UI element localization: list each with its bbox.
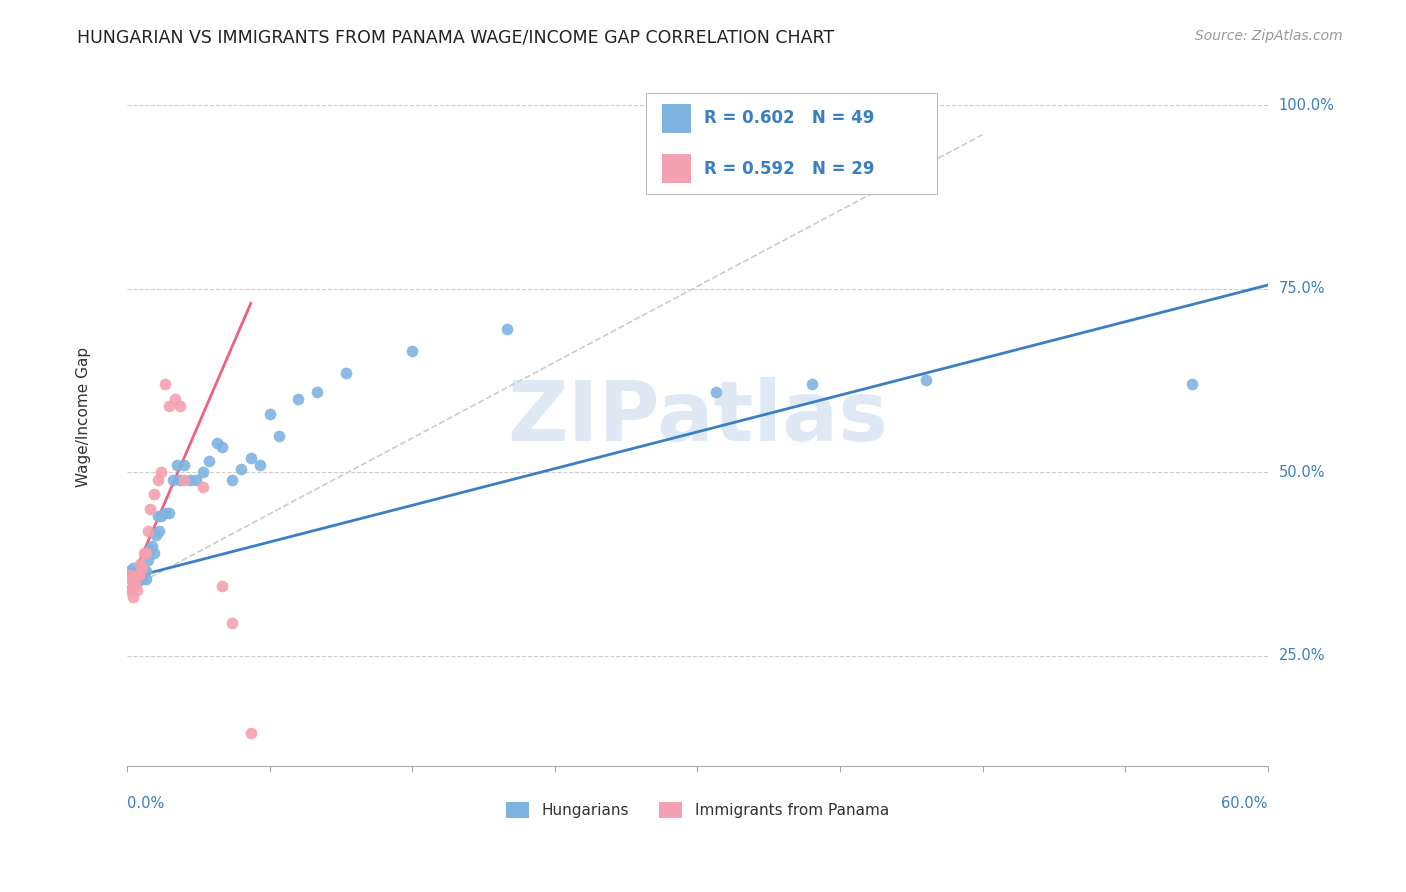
Point bbox=[221, 615, 243, 630]
Point bbox=[211, 440, 233, 454]
Point bbox=[136, 553, 159, 567]
Point bbox=[139, 542, 162, 557]
Text: ZIPatlas: ZIPatlas bbox=[508, 376, 889, 458]
Point bbox=[122, 568, 145, 582]
Point bbox=[401, 344, 423, 359]
Point bbox=[128, 568, 150, 582]
Point bbox=[184, 473, 207, 487]
Point bbox=[169, 473, 191, 487]
Point bbox=[706, 384, 728, 399]
Point bbox=[239, 450, 262, 465]
Point bbox=[173, 458, 195, 472]
Point bbox=[129, 560, 152, 574]
Point bbox=[193, 465, 215, 479]
Text: HUNGARIAN VS IMMIGRANTS FROM PANAMA WAGE/INCOME GAP CORRELATION CHART: HUNGARIAN VS IMMIGRANTS FROM PANAMA WAGE… bbox=[77, 29, 834, 46]
Point bbox=[157, 399, 180, 413]
Text: 75.0%: 75.0% bbox=[1279, 281, 1326, 296]
Bar bbox=[662, 103, 690, 133]
Point bbox=[134, 565, 156, 579]
Point bbox=[141, 539, 163, 553]
Point bbox=[125, 575, 148, 590]
Bar bbox=[662, 154, 690, 184]
Legend: Hungarians, Immigrants from Panama: Hungarians, Immigrants from Panama bbox=[501, 797, 894, 824]
Point bbox=[129, 557, 152, 571]
Point bbox=[496, 322, 519, 336]
Point bbox=[335, 366, 357, 380]
FancyBboxPatch shape bbox=[647, 93, 936, 194]
Point bbox=[198, 454, 221, 468]
Point bbox=[131, 560, 153, 574]
Point bbox=[120, 572, 142, 586]
Point bbox=[124, 575, 146, 590]
Point bbox=[120, 582, 142, 597]
Point bbox=[150, 509, 173, 524]
Point bbox=[124, 572, 146, 586]
Point bbox=[211, 579, 233, 593]
Point bbox=[122, 579, 145, 593]
Point bbox=[205, 436, 228, 450]
Text: Source: ZipAtlas.com: Source: ZipAtlas.com bbox=[1195, 29, 1343, 43]
Point bbox=[128, 568, 150, 582]
Point bbox=[135, 572, 157, 586]
Point bbox=[914, 374, 936, 388]
Point bbox=[122, 560, 145, 574]
Point bbox=[150, 465, 173, 479]
Point bbox=[1181, 377, 1204, 392]
Point bbox=[269, 428, 291, 442]
Point bbox=[131, 572, 153, 586]
Point bbox=[162, 473, 184, 487]
Text: Wage/Income Gap: Wage/Income Gap bbox=[76, 347, 91, 487]
Point bbox=[307, 384, 329, 399]
Point bbox=[146, 473, 169, 487]
Point bbox=[166, 458, 188, 472]
Point bbox=[231, 461, 253, 475]
Point bbox=[153, 377, 176, 392]
Point bbox=[157, 506, 180, 520]
Text: R = 0.592   N = 29: R = 0.592 N = 29 bbox=[704, 160, 875, 178]
Point bbox=[120, 572, 142, 586]
Point bbox=[129, 568, 152, 582]
Point bbox=[135, 565, 157, 579]
Point bbox=[136, 524, 159, 538]
Point bbox=[153, 506, 176, 520]
Point bbox=[145, 527, 167, 541]
Text: 50.0%: 50.0% bbox=[1279, 465, 1326, 480]
Point bbox=[179, 473, 201, 487]
Point bbox=[259, 407, 281, 421]
Point bbox=[163, 392, 186, 406]
Point bbox=[118, 582, 141, 597]
Point bbox=[125, 568, 148, 582]
Point bbox=[249, 458, 271, 472]
Point bbox=[169, 399, 191, 413]
Point bbox=[118, 565, 141, 579]
Point bbox=[118, 568, 141, 582]
Point bbox=[221, 473, 243, 487]
Point bbox=[142, 487, 165, 501]
Point bbox=[148, 524, 170, 538]
Text: R = 0.602   N = 49: R = 0.602 N = 49 bbox=[704, 109, 875, 128]
Point bbox=[193, 480, 215, 494]
Point bbox=[128, 568, 150, 582]
Text: 0.0%: 0.0% bbox=[127, 797, 165, 812]
Point bbox=[239, 726, 262, 740]
Point bbox=[134, 546, 156, 560]
Point bbox=[173, 473, 195, 487]
Point bbox=[800, 377, 823, 392]
Point bbox=[125, 582, 148, 597]
Point bbox=[139, 502, 162, 516]
Point bbox=[146, 509, 169, 524]
Point bbox=[142, 546, 165, 560]
Point bbox=[125, 568, 148, 582]
Text: 100.0%: 100.0% bbox=[1279, 98, 1334, 112]
Text: 25.0%: 25.0% bbox=[1279, 648, 1326, 664]
Point bbox=[122, 590, 145, 604]
Point bbox=[287, 392, 309, 406]
Point bbox=[135, 546, 157, 560]
Text: 60.0%: 60.0% bbox=[1222, 797, 1268, 812]
